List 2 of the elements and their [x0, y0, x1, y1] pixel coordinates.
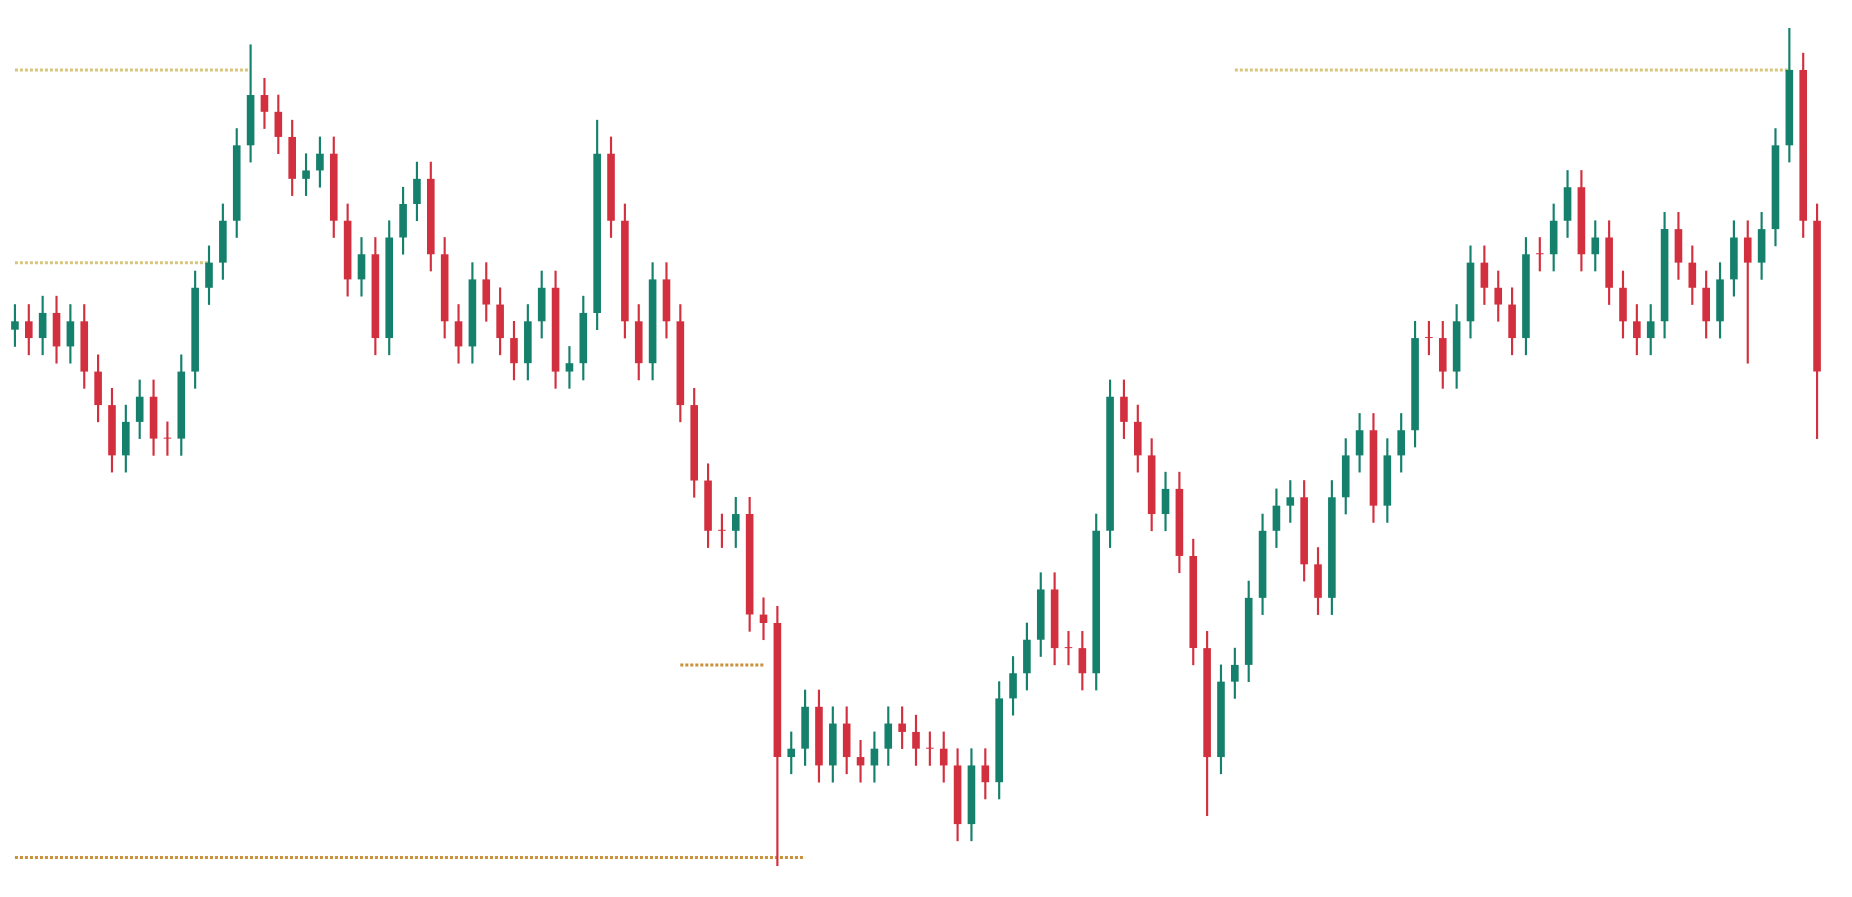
- candlestick: [565, 346, 574, 389]
- candlestick: [260, 77, 269, 129]
